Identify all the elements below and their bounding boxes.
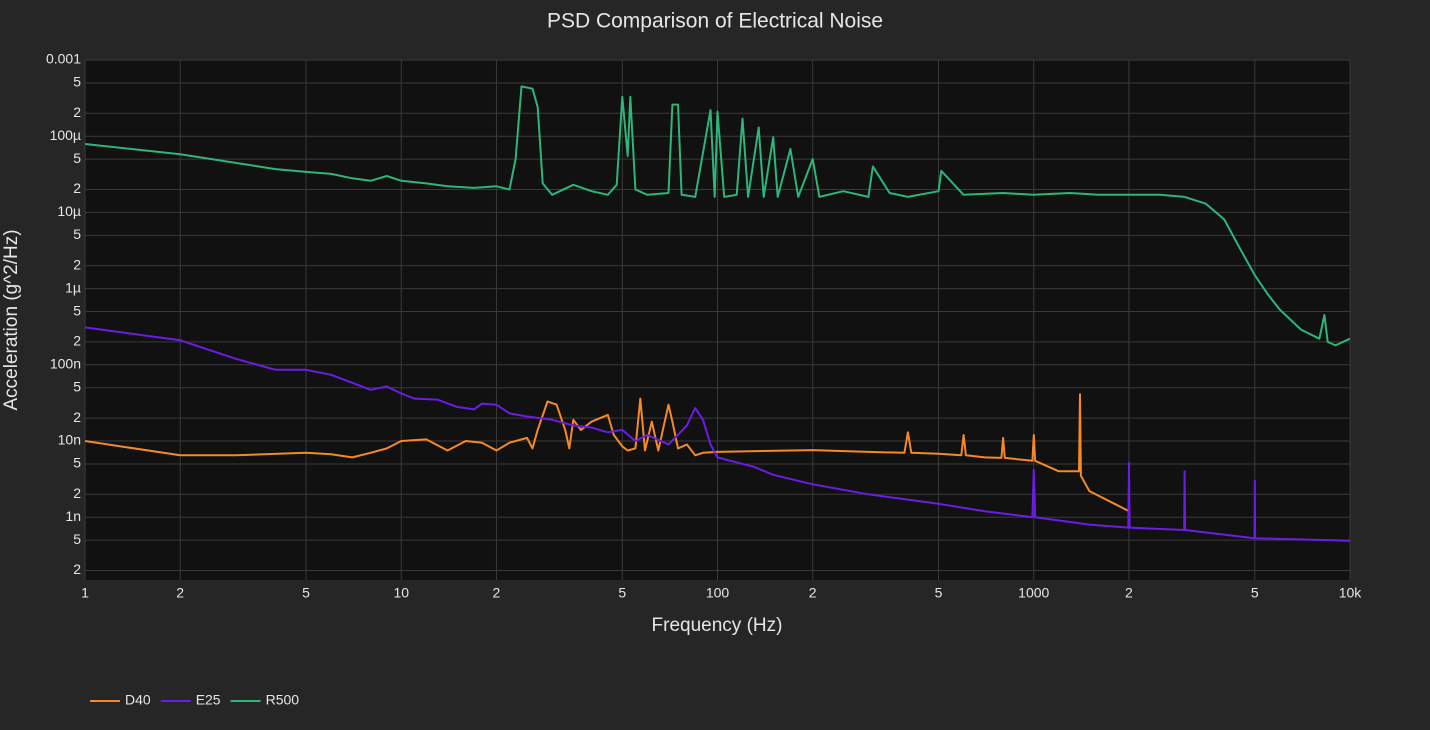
y-tick-label: 2 bbox=[73, 256, 81, 272]
x-tick-label: 2 bbox=[493, 585, 501, 601]
y-tick-label: 1n bbox=[65, 508, 81, 524]
y-tick-label: 2 bbox=[73, 333, 81, 349]
y-tick-label: 5 bbox=[73, 302, 81, 318]
y-tick-label: 2 bbox=[73, 180, 81, 196]
y-tick-label: 5 bbox=[73, 150, 81, 166]
series-line bbox=[85, 326, 1350, 542]
x-tick-label: 5 bbox=[618, 585, 626, 601]
x-tick-label: 2 bbox=[809, 585, 817, 601]
y-tick-label: 1µ bbox=[65, 279, 81, 295]
legend-label: R500 bbox=[266, 692, 300, 708]
x-axis-label: Frequency (Hz) bbox=[652, 615, 783, 636]
chart-title: PSD Comparison of Electrical Noise bbox=[547, 10, 883, 33]
plot-lines bbox=[85, 85, 1350, 542]
x-tick-label: 10k bbox=[1339, 585, 1363, 601]
y-tick-label: 2 bbox=[73, 104, 81, 120]
y-tick-label: 5 bbox=[73, 378, 81, 394]
x-tick-label: 1 bbox=[81, 585, 89, 601]
x-tick-label: 1000 bbox=[1018, 585, 1049, 601]
y-axis-label: Acceleration (g^2/Hz) bbox=[1, 229, 22, 410]
legend-label: D40 bbox=[125, 692, 151, 708]
x-tick-label: 2 bbox=[1125, 585, 1133, 601]
x-tick-label: 5 bbox=[302, 585, 310, 601]
x-tick-label: 5 bbox=[935, 585, 943, 601]
y-tick-label: 5 bbox=[73, 74, 81, 90]
y-tick-label: 2 bbox=[73, 561, 81, 577]
y-tick-label: 10n bbox=[58, 432, 81, 448]
y-tick-label: 100n bbox=[50, 356, 81, 372]
y-tick-label: 100µ bbox=[50, 127, 81, 143]
series-line bbox=[85, 85, 1350, 347]
y-tick-label: 5 bbox=[73, 531, 81, 547]
legend-label: E25 bbox=[196, 692, 221, 708]
x-tick-label: 5 bbox=[1251, 585, 1259, 601]
y-tick-label: 5 bbox=[73, 226, 81, 242]
y-tick-label: 2 bbox=[73, 485, 81, 501]
y-tick-label: 5 bbox=[73, 455, 81, 471]
y-tick-label: 2 bbox=[73, 409, 81, 425]
x-tick-label: 100 bbox=[706, 585, 730, 601]
y-tick-label: 10µ bbox=[57, 203, 81, 219]
x-tick-label: 2 bbox=[176, 585, 184, 601]
y-tick-label: 0.001 bbox=[46, 51, 81, 67]
x-tick-label: 10 bbox=[393, 585, 409, 601]
